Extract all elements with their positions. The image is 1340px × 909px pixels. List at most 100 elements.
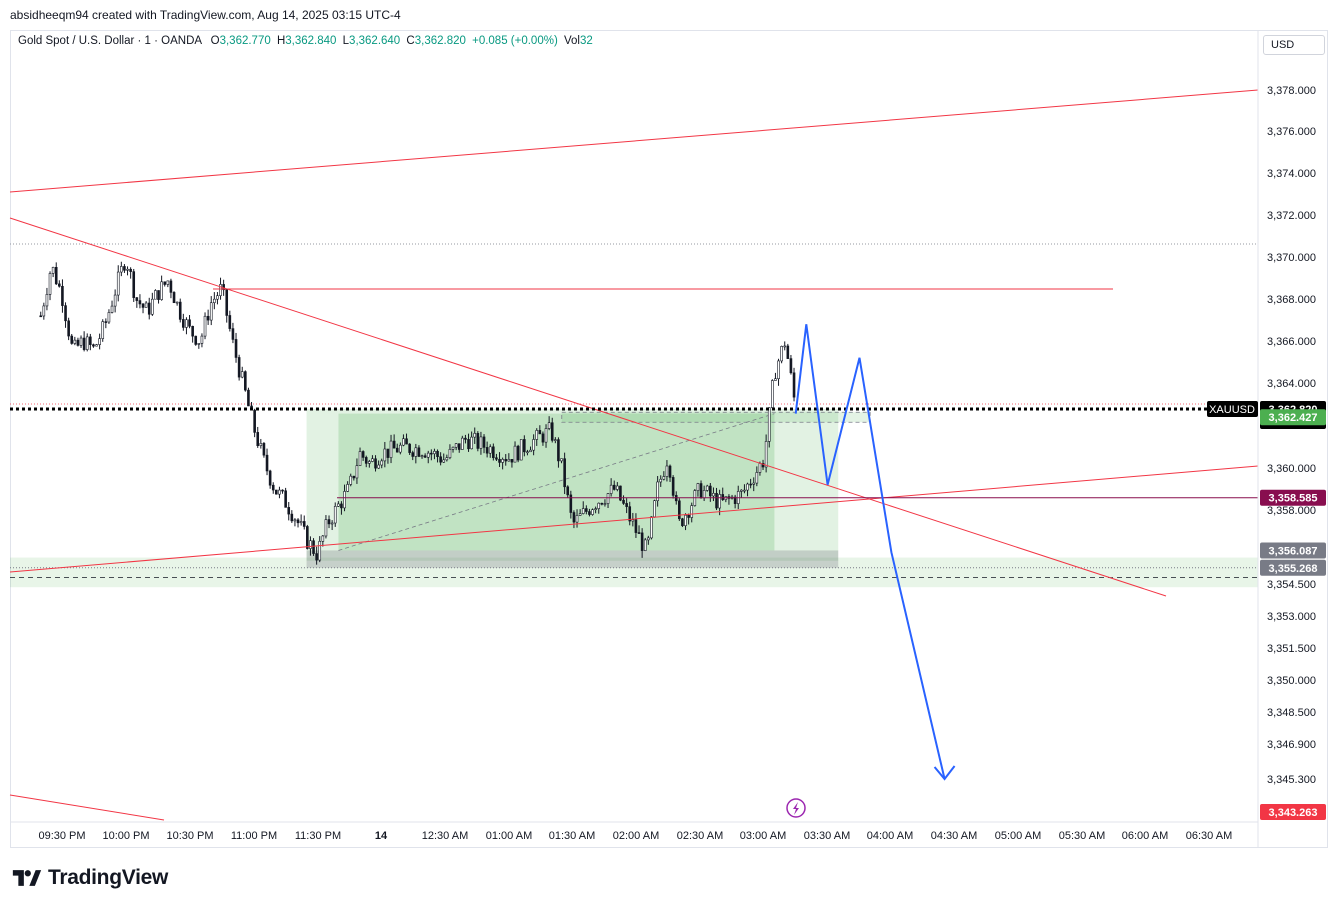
candle <box>569 490 573 519</box>
candle <box>687 513 690 525</box>
candle-body <box>262 443 266 456</box>
candle-body <box>414 447 418 457</box>
candle-body <box>479 436 483 449</box>
candle <box>656 476 659 507</box>
candle <box>188 315 191 329</box>
candle-body <box>597 502 601 509</box>
candle-body <box>628 506 632 522</box>
price-tick-label: 3,348.500 <box>1267 707 1316 719</box>
candle <box>519 439 523 461</box>
volume-label: Vol <box>563 35 580 47</box>
candle-body <box>306 526 309 549</box>
candle-body <box>774 378 777 381</box>
candle-body <box>467 439 470 450</box>
candle-body <box>523 439 526 453</box>
lightning-event-icon[interactable] <box>786 798 806 818</box>
candle-body <box>299 521 303 524</box>
candle <box>461 435 464 450</box>
drawings-foreground[interactable] <box>9 89 1259 821</box>
candle <box>107 309 111 324</box>
candle <box>380 458 384 469</box>
candle-body <box>507 459 511 462</box>
candle-body <box>516 445 520 461</box>
time-tick-label: 03:00 AM <box>740 830 786 842</box>
candle <box>476 431 480 452</box>
entry-zone[interactable] <box>561 411 871 423</box>
candle-body <box>529 449 532 453</box>
candle-body <box>178 301 182 320</box>
candle <box>123 264 126 273</box>
price-tick-label: 3,378.000 <box>1267 85 1316 97</box>
support-zone[interactable] <box>10 557 1258 588</box>
candle-body <box>557 439 560 462</box>
price-tag: 3,356.087 <box>1260 542 1326 559</box>
candle <box>116 265 120 302</box>
candle-body <box>120 266 123 273</box>
candle-body <box>572 512 576 523</box>
candle-body <box>172 292 176 304</box>
price-tag-bg <box>1260 542 1326 559</box>
time-tick-label: 12:30 AM <box>422 830 468 842</box>
candle <box>209 296 213 326</box>
candle <box>631 512 635 527</box>
upper-channel-line[interactable] <box>9 89 1259 193</box>
candle-body <box>349 475 353 485</box>
candle-body <box>656 481 659 502</box>
candle <box>485 441 489 458</box>
price-tag-label: 3,358.585 <box>1269 493 1318 505</box>
candle <box>265 448 269 476</box>
candle-body <box>39 315 43 318</box>
candle-body <box>482 436 486 448</box>
high-value: 3,362.840 <box>285 35 337 47</box>
candle-body <box>275 489 278 495</box>
candle-body <box>783 345 787 348</box>
candle <box>76 337 80 347</box>
candle-body <box>386 448 390 458</box>
candle-body <box>315 553 318 561</box>
projection-path[interactable] <box>794 324 946 780</box>
candle <box>302 515 306 530</box>
open-value: 3,362.770 <box>219 35 271 47</box>
candle <box>414 443 418 464</box>
candle-body <box>399 444 402 453</box>
symbol-description[interactable]: Gold Spot / U.S. Dollar · 1 · OANDA <box>18 35 202 47</box>
candle <box>70 333 74 345</box>
candle-body <box>603 503 607 505</box>
candle <box>95 343 98 347</box>
candle <box>554 437 557 444</box>
candle-body <box>526 451 529 454</box>
candle <box>262 442 266 458</box>
candle <box>259 438 263 449</box>
descending-trendline[interactable] <box>9 217 1167 597</box>
symbol-tag-bg <box>1207 401 1258 417</box>
candle-body <box>609 484 613 494</box>
candle-body <box>746 483 749 491</box>
candle-body <box>699 483 703 499</box>
stop-zone[interactable] <box>306 550 839 568</box>
lower-channel-line[interactable] <box>9 794 165 821</box>
candle <box>740 489 743 498</box>
candle <box>488 444 492 458</box>
candle-body <box>191 325 194 337</box>
candle-body <box>206 315 210 321</box>
candle <box>39 311 43 318</box>
candle <box>82 331 86 352</box>
currency-button[interactable]: USD <box>1263 35 1325 55</box>
candle <box>132 268 136 302</box>
candle-body <box>147 302 151 315</box>
candle-body <box>430 452 433 455</box>
candle-body <box>389 440 393 458</box>
candle-body <box>678 500 681 520</box>
candle-body <box>343 491 346 509</box>
ascending-trendline[interactable] <box>9 465 1259 573</box>
candle <box>594 506 597 514</box>
candle <box>48 271 52 301</box>
candle-body <box>185 319 188 328</box>
candle-body <box>696 483 700 491</box>
candle <box>612 480 616 491</box>
price-tick-label: 3,368.000 <box>1267 294 1316 306</box>
candle-body <box>126 268 129 271</box>
candle-body <box>622 499 625 504</box>
candle <box>110 300 114 314</box>
